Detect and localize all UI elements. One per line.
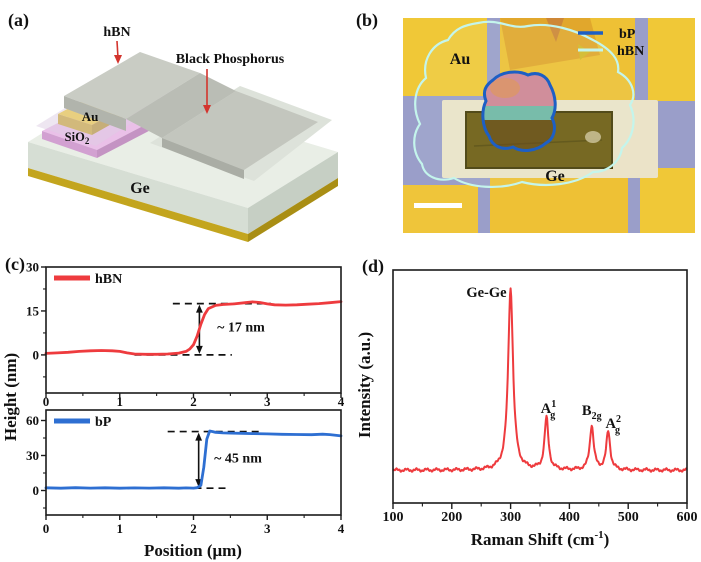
x-tick-label: 2	[190, 394, 197, 409]
peak-label: Ge-Ge	[466, 285, 507, 301]
x-tick-label: 0	[43, 394, 50, 409]
plot-raman-spectrum: 100 200 300 400 500 600 Ge-Ge A1 g B2g A2 g	[383, 269, 698, 525]
x-tick-label: 2	[190, 521, 197, 536]
ge-label: Ge	[130, 180, 150, 197]
x-tick-label: 200	[441, 510, 462, 525]
sio2-layer-front	[42, 131, 97, 158]
legend-hbn-label: hBN	[617, 44, 644, 59]
au-pad-bottom-right	[640, 168, 695, 233]
x-tick-label: 500	[618, 510, 639, 525]
hbn-arrowhead-icon	[114, 55, 122, 64]
y-tick-label: 30	[26, 260, 39, 275]
y-tick-label: 30	[26, 448, 39, 463]
plot-frame	[45, 409, 342, 516]
x-tick-label: 0	[43, 521, 50, 536]
legend-label: hBN	[95, 272, 122, 287]
x-tick-label: 600	[677, 510, 698, 525]
scale-bar	[414, 203, 462, 208]
bp-flake-lower	[162, 91, 318, 170]
c-y-axis-label: Height (nm)	[1, 353, 20, 441]
sio2-label: SiO2	[65, 130, 90, 146]
flake-shard	[546, 18, 564, 42]
d-y-axis-label: Intensity (a.u.)	[355, 332, 374, 438]
au-label: Au	[450, 51, 471, 68]
raman-curve	[392, 287, 688, 473]
plot-frame	[45, 266, 342, 394]
x-tick-label: 3	[264, 521, 271, 536]
step-annotation: ~ 17 nm	[217, 320, 265, 335]
bp-flake-slope	[126, 73, 236, 138]
au-pad-bottom-left	[403, 185, 478, 233]
au-pad-top-left	[403, 18, 487, 96]
bp-flake-upper	[64, 52, 200, 119]
x-tick-label: 100	[383, 510, 404, 525]
bp-flake-lower-edge	[162, 138, 244, 179]
au-label: Au	[82, 109, 99, 124]
bp-profile-curve	[44, 429, 343, 490]
gold-layer-front	[28, 168, 248, 242]
x-tick-label: 400	[559, 510, 580, 525]
black-phosphorus-label: Black Phosphorus	[176, 52, 285, 67]
y-tick-label: 15	[26, 303, 40, 318]
panel-d-label: (d)	[362, 256, 384, 276]
x-tick-label: 4	[338, 394, 345, 409]
c-x-axis-label: Position (μm)	[144, 541, 242, 560]
x-tick-label: 4	[338, 521, 345, 536]
panel-d-raman: Intensity (a.u.) Raman Shift (cm-1) 100 2…	[355, 269, 698, 549]
x-tick-label: 1	[117, 394, 124, 409]
hbn-label: hBN	[103, 25, 130, 40]
panel-b-micrograph: Au Ge bP hBN	[403, 18, 695, 233]
bp-arrowhead-icon	[203, 105, 211, 114]
panel-b-label: (b)	[356, 10, 378, 30]
x-tick-label: 300	[500, 510, 521, 525]
peak-label: B2g	[582, 403, 602, 422]
x-tick-label: 1	[117, 521, 124, 536]
arrowhead-icon	[195, 432, 203, 441]
panel-a-schematic: hBN Black Phosphorus Au SiO2 Ge	[28, 25, 338, 242]
gold-layer-side	[248, 178, 338, 242]
arrowhead-icon	[196, 304, 203, 313]
panel-c-profiles: Height (nm) Position (μm) ~ 17 nm 0 1 2 3 4 0 1…	[1, 260, 345, 561]
channel-bright-spot	[585, 131, 601, 143]
x-tick-label: 3	[264, 394, 271, 409]
arrowhead-icon	[196, 345, 203, 354]
hbn-outline	[413, 20, 635, 189]
substrate-front	[28, 142, 248, 234]
substrate-side	[248, 152, 338, 234]
bp-outline	[481, 70, 557, 152]
d-x-axis-label: Raman Shift (cm-1)	[471, 529, 610, 549]
au-pad-top-right	[648, 18, 695, 101]
y-tick-label: 60	[26, 413, 39, 428]
hbn-profile-curve	[44, 300, 343, 356]
peak-label: A1 g	[541, 399, 556, 421]
step-annotation: ~ 45 nm	[214, 452, 262, 467]
plot-bp-profile: ~ 45 nm 0 1 2 3 4 0 30 60 bP	[26, 409, 345, 536]
bp-flake-upper-edge	[64, 96, 126, 131]
plot-hbn-profile: ~ 17 nm 0 1 2 3 4 0 15 30 hBN	[26, 260, 345, 410]
legend-label: bP	[95, 415, 112, 430]
legend-bp-label: bP	[619, 27, 636, 42]
y-tick-label: 0	[33, 483, 40, 498]
flake-shard-2	[578, 44, 590, 60]
y-tick-label: 0	[33, 347, 40, 362]
panel-a-label: (a)	[8, 10, 29, 30]
panel-c-label: (c)	[5, 254, 25, 274]
ge-label: Ge	[545, 168, 565, 185]
peak-label: A2 g	[605, 414, 620, 436]
